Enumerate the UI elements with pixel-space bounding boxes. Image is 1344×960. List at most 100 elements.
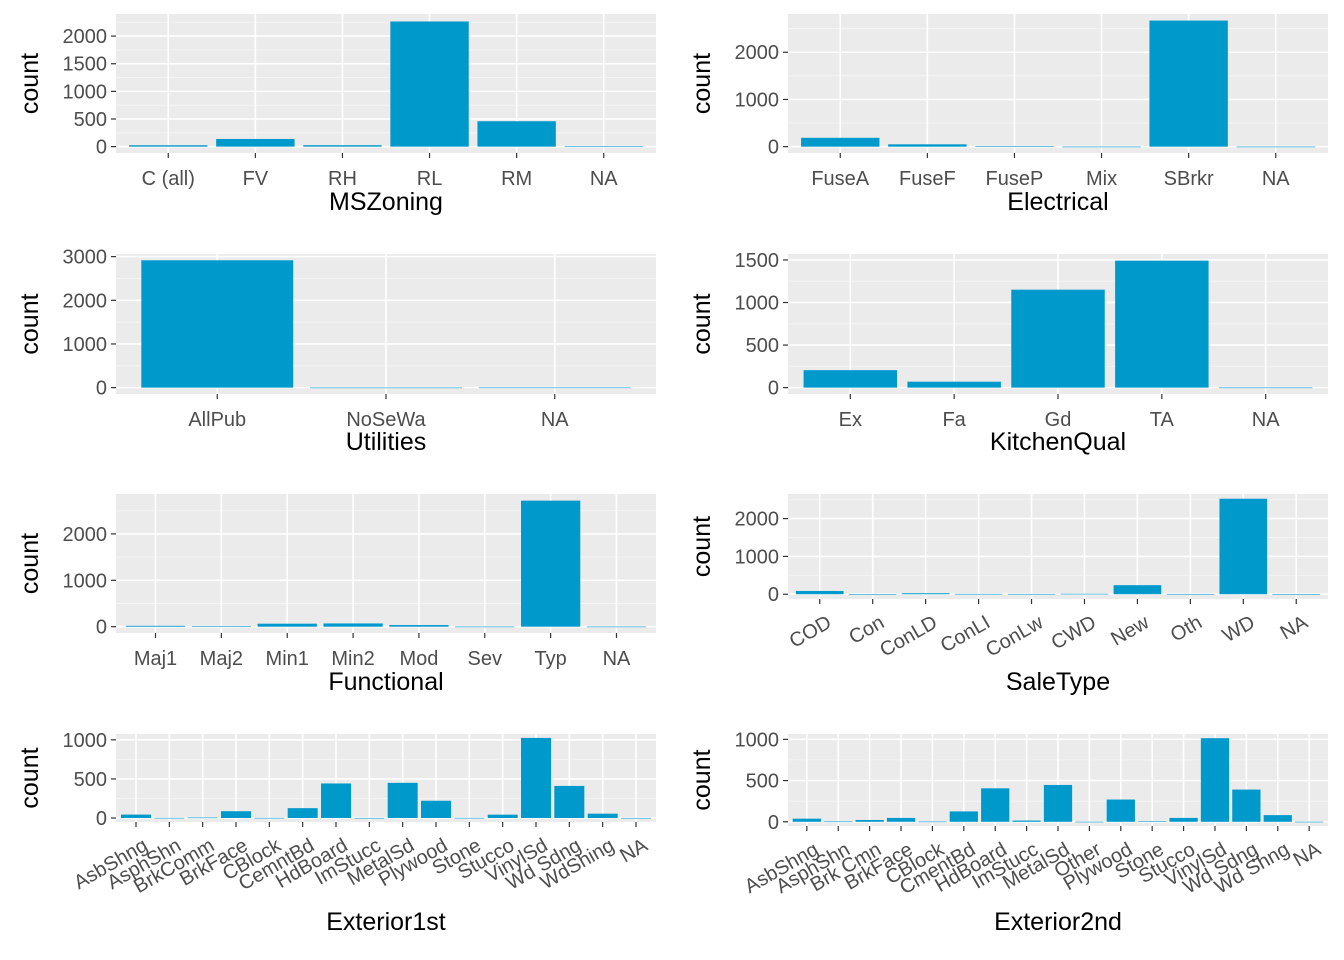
x-axis-title: Utilities bbox=[346, 428, 427, 456]
bar-min1 bbox=[257, 623, 317, 627]
x-tick-label: Sev bbox=[468, 648, 502, 670]
y-tick-label: 0 bbox=[768, 137, 779, 159]
bar-na bbox=[586, 626, 647, 628]
y-tick-label: 1000 bbox=[63, 334, 108, 356]
bar-stone bbox=[1138, 821, 1167, 822]
bar-min2 bbox=[323, 623, 383, 627]
y-tick-label: 0 bbox=[96, 378, 107, 400]
bar-fa bbox=[907, 381, 1001, 388]
bar-cwd bbox=[1060, 593, 1109, 595]
x-axis-title: Functional bbox=[328, 668, 443, 696]
bar-wd-shng bbox=[1263, 815, 1292, 822]
bar-cblock bbox=[918, 821, 947, 823]
bar-maj1 bbox=[125, 625, 186, 627]
x-tick-label: Gd bbox=[1045, 409, 1072, 431]
y-tick-label: 1000 bbox=[735, 293, 780, 315]
bar-metalsd bbox=[387, 782, 418, 819]
bar-ex bbox=[803, 370, 898, 388]
x-tick-label: FV bbox=[243, 168, 269, 190]
bar-vinylsd bbox=[521, 737, 551, 819]
bar-typ bbox=[521, 500, 581, 627]
bar-imstucc bbox=[354, 817, 385, 819]
y-tick-label: 500 bbox=[74, 109, 107, 131]
y-axis-title: count bbox=[16, 533, 44, 594]
bar-conli bbox=[954, 593, 1003, 595]
y-tick-label: 0 bbox=[768, 584, 779, 606]
x-tick-label: Mix bbox=[1086, 168, 1117, 190]
bar-brkface bbox=[221, 811, 251, 819]
y-axis-title: count bbox=[16, 293, 44, 354]
bar-wd bbox=[1219, 498, 1268, 595]
x-tick-label: RH bbox=[328, 168, 357, 190]
bar-wd-sdng bbox=[554, 785, 585, 819]
bar-rm bbox=[477, 121, 556, 147]
x-tick-label: WD bbox=[1219, 611, 1259, 647]
x-tick-label: NA bbox=[1252, 409, 1280, 431]
bar-brkface bbox=[886, 817, 916, 822]
y-tick-label: 2000 bbox=[735, 509, 780, 531]
bar-allpub bbox=[141, 260, 294, 388]
bar-na bbox=[1272, 594, 1321, 595]
x-tick-label: AllPub bbox=[188, 409, 246, 431]
x-tick-label: NA bbox=[603, 648, 631, 670]
y-tick-label: 500 bbox=[746, 771, 779, 793]
bar-wdshing bbox=[587, 813, 618, 819]
y-tick-label: 0 bbox=[96, 137, 107, 159]
bar-nosewa bbox=[310, 387, 462, 389]
bar-conlw bbox=[1007, 593, 1056, 595]
bar-na bbox=[1295, 821, 1324, 823]
x-tick-label: Mod bbox=[399, 648, 438, 670]
y-tick-label: 2000 bbox=[63, 26, 108, 48]
bar-cblock bbox=[254, 817, 285, 819]
bar-na bbox=[621, 817, 651, 819]
x-tick-label: NA bbox=[541, 409, 569, 431]
bar-na bbox=[1218, 387, 1313, 389]
bar-oth bbox=[1166, 593, 1215, 595]
bar-fusep bbox=[975, 146, 1054, 147]
bar-stucco bbox=[1169, 817, 1198, 822]
bar-mod bbox=[389, 625, 449, 627]
bar-gd bbox=[1011, 289, 1105, 388]
bar-other bbox=[1075, 821, 1104, 823]
bar-fv bbox=[216, 138, 295, 147]
y-tick-label: 2000 bbox=[735, 42, 780, 64]
y-tick-label: 1000 bbox=[63, 730, 108, 752]
chart-mszoning: 0 500 1000 1500 2000 C (all) FV RH RL RM NA MSZonin… bbox=[16, 14, 656, 216]
y-tick-label: 1000 bbox=[735, 89, 780, 111]
bar-plywood bbox=[1106, 799, 1135, 822]
y-axis-title: count bbox=[16, 747, 44, 808]
x-tick-label: FuseF bbox=[899, 168, 956, 190]
x-axis-title: Exterior2nd bbox=[994, 908, 1122, 936]
bar-brk-cmn bbox=[855, 819, 884, 822]
y-tick-label: 1000 bbox=[63, 570, 108, 592]
bar-con bbox=[848, 594, 897, 595]
bar-fusef bbox=[888, 144, 967, 147]
bar-hdboard bbox=[321, 783, 351, 819]
x-tick-label: NoSeWa bbox=[346, 409, 426, 431]
x-axis-title: Electrical bbox=[1007, 188, 1108, 216]
bar-vinylsd bbox=[1200, 738, 1230, 822]
y-tick-label: 1000 bbox=[735, 546, 780, 568]
chart-functional: 0 1000 2000 Maj1 Maj2 Min1 Min2 Mod Sev Typ NA Func… bbox=[16, 494, 656, 696]
y-tick-label: 0 bbox=[96, 617, 107, 639]
chart-exterior1st: 05001000AsbShngAsphShnBrkCommBrkFaceCBlo… bbox=[16, 730, 656, 936]
bar-na bbox=[1236, 146, 1315, 148]
bar-asbshng bbox=[121, 814, 151, 819]
y-tick-label: 1000 bbox=[735, 729, 780, 751]
x-tick-label: RM bbox=[501, 168, 532, 190]
bar-cmentbd bbox=[949, 811, 978, 822]
bar-asbshng bbox=[792, 818, 821, 822]
bar-rl bbox=[390, 21, 469, 147]
x-tick-label: C (all) bbox=[142, 168, 195, 190]
bar-na bbox=[564, 146, 643, 148]
bar-cod bbox=[795, 590, 844, 595]
bar-stucco bbox=[487, 814, 518, 819]
x-tick-label: CWD bbox=[1048, 611, 1100, 654]
bar-rh bbox=[303, 145, 382, 147]
y-tick-label: 1000 bbox=[63, 81, 108, 103]
bar-cemntbd bbox=[287, 808, 318, 819]
bar-conld bbox=[901, 593, 950, 595]
x-tick-label: Typ bbox=[535, 648, 567, 670]
